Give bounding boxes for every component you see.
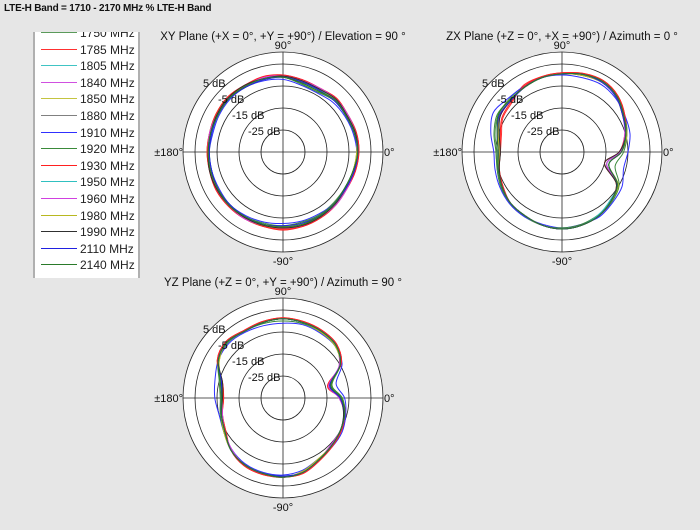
polar-chart-xy: XY Plane (+X = 0°, +Y = +90°) / Elevatio… [154, 31, 406, 268]
polar-chart-yz: YZ Plane (+Z = 0°, +Y = +90°) / Azimuth … [154, 277, 402, 514]
legend-item[interactable]: 1840 MHz [35, 75, 138, 91]
legend-swatch [41, 98, 77, 100]
radial-tick-label: -25 dB [527, 126, 559, 138]
legend-label: 1950 MHz [80, 175, 135, 190]
radial-tick-label: 5 dB [203, 324, 226, 336]
legend-item[interactable]: 1990 MHz [35, 224, 138, 240]
legend-label: 1785 MHz [80, 42, 135, 57]
legend[interactable]: 1750 MHz 1785 MHz 1805 MHz 1840 MHz 1850 MHz… [33, 32, 140, 278]
angle-label-right: 0° [384, 393, 395, 405]
legend-swatch [41, 32, 77, 33]
angle-label-top: 90° [275, 286, 292, 298]
legend-label: 1930 MHz [80, 158, 135, 173]
legend-swatch [41, 264, 77, 266]
legend-item[interactable]: 1750 MHz [35, 32, 138, 41]
legend-label: 1840 MHz [80, 75, 135, 90]
legend-item[interactable]: 1920 MHz [35, 141, 138, 157]
legend-swatch [41, 131, 77, 133]
angle-label-right: 0° [384, 147, 395, 159]
legend-swatch [41, 181, 77, 183]
series-trace-1930-mhz [216, 317, 346, 478]
angle-label-top: 90° [275, 40, 292, 52]
angle-label-left: ±180° [154, 393, 183, 405]
legend-item[interactable]: 1960 MHz [35, 191, 138, 207]
angle-label-bottom: -90° [552, 256, 572, 268]
legend-item[interactable]: 1880 MHz [35, 108, 138, 124]
legend-swatch [41, 198, 77, 199]
legend-swatch [41, 48, 77, 50]
legend-swatch [41, 231, 77, 233]
legend-swatch [41, 164, 77, 166]
radial-tick-label: -5 dB [218, 94, 244, 106]
legend-item[interactable]: 2110 MHz [35, 241, 138, 257]
plot-title: ZX Plane (+Z = 0°, +X = +90°) / Azimuth … [446, 31, 678, 43]
legend-item[interactable]: 1930 MHz [35, 158, 138, 174]
legend-item[interactable]: 1910 MHz [35, 125, 138, 141]
legend-swatch [41, 65, 77, 67]
legend-label: 1805 MHz [80, 59, 135, 74]
legend-swatch [41, 115, 77, 116]
legend-label: 2140 MHz [80, 258, 135, 273]
plot-title: XY Plane (+X = 0°, +Y = +90°) / Elevatio… [160, 31, 405, 43]
radial-tick-label: -5 dB [218, 340, 244, 352]
angle-label-left: ±180° [154, 147, 183, 159]
radial-tick-label: -5 dB [497, 94, 523, 106]
legend-item[interactable]: 1980 MHz [35, 208, 138, 224]
radial-tick-label: -25 dB [248, 372, 280, 384]
legend-item[interactable]: 1805 MHz [35, 58, 138, 74]
chart-window-title: LTE-H Band = 1710 - 2170 MHz % LTE-H Ban… [4, 3, 212, 14]
legend-label: 1990 MHz [80, 225, 135, 240]
radial-tick-label: -15 dB [232, 356, 264, 368]
radial-tick-label: -25 dB [248, 126, 280, 138]
series-trace-2140-mhz [207, 76, 359, 228]
radial-tick-label: 5 dB [482, 78, 505, 90]
legend-label: 1750 MHz [80, 32, 135, 40]
angle-label-bottom: -90° [273, 502, 293, 514]
angle-label-left: ±180° [433, 147, 462, 159]
legend-label: 1920 MHz [80, 142, 135, 157]
radial-tick-label: -15 dB [511, 110, 543, 122]
legend-swatch [41, 148, 77, 150]
polar-chart-zx: ZX Plane (+Z = 0°, +X = +90°) / Azimuth … [433, 31, 678, 268]
radial-tick-label: 5 dB [203, 78, 226, 90]
legend-item[interactable]: 1785 MHz [35, 42, 138, 58]
legend-item[interactable]: 2140 MHz [35, 257, 138, 273]
legend-label: 1910 MHz [80, 125, 135, 140]
legend-label: 2110 MHz [80, 241, 134, 256]
plot-title: YZ Plane (+Z = 0°, +Y = +90°) / Azimuth … [164, 277, 402, 289]
legend-swatch [41, 81, 77, 83]
legend-label: 1880 MHz [80, 109, 135, 123]
legend-label: 1980 MHz [80, 208, 135, 223]
radial-tick-label: -15 dB [232, 110, 264, 122]
legend-label: 1850 MHz [80, 92, 135, 107]
series-trace-1910-mhz [490, 74, 631, 229]
series-trace-2140-mhz [217, 318, 346, 478]
legend-swatch [41, 214, 77, 216]
angle-label-bottom: -90° [273, 256, 293, 268]
legend-item[interactable]: 1950 MHz [35, 174, 138, 190]
legend-item[interactable]: 1850 MHz [35, 91, 138, 107]
series-trace-2140-mhz [496, 73, 627, 230]
angle-label-right: 0° [663, 147, 674, 159]
angle-label-top: 90° [554, 40, 571, 52]
legend-swatch [41, 247, 77, 249]
legend-label: 1960 MHz [80, 192, 135, 206]
